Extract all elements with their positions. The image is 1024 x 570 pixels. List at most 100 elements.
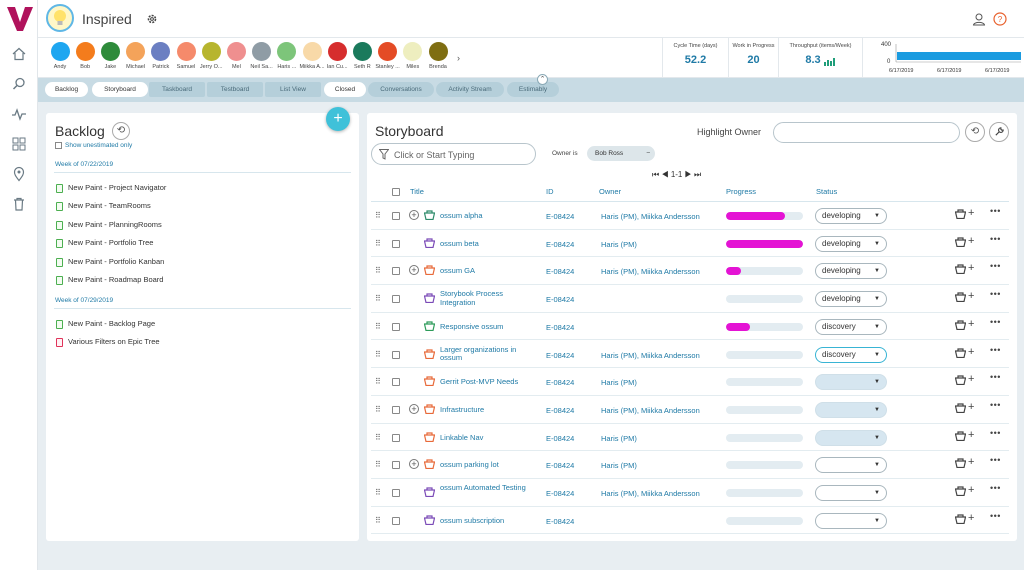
person-avatar[interactable]: Brenda [427,42,449,70]
people-next-arrow[interactable]: › [457,53,460,63]
table-row[interactable]: ⠿ Storybook Process Integration E-08424 dev… [371,285,1009,313]
status-select[interactable]: ▼ [815,401,887,418]
collapse-header-toggle[interactable]: ⌃ [537,74,548,85]
remove-chip-icon[interactable]: – [646,150,650,156]
app-bulb-avatar[interactable] [46,4,74,32]
row-title[interactable]: Responsive ossum [440,321,504,331]
person-avatar[interactable]: Jake [99,42,121,70]
person-avatar[interactable]: Haris ... [276,42,298,70]
basket-action-icon[interactable] [954,347,967,360]
person-avatar[interactable]: Michael [125,42,147,70]
column-progress[interactable]: Progress [726,187,757,196]
drag-handle-icon[interactable]: ⠿ [375,432,381,442]
grid-icon[interactable] [11,136,27,152]
table-row[interactable]: ⠿ Responsive ossum E-08424 discovery ▼ + ••• [371,313,1009,341]
row-title[interactable]: ossum subscription [440,515,505,525]
table-row[interactable]: ⠿ Linkable Nav E-08424 Haris (PM) ▼ + ••• [371,424,1009,452]
status-select[interactable]: ▼ [815,457,887,474]
drag-handle-icon[interactable]: ⠿ [375,460,381,470]
person-avatar[interactable]: Neil Sa... [250,42,273,70]
row-title[interactable]: Linkable Nav [440,432,484,442]
search-icon[interactable] [11,76,27,92]
owner-filter-chip[interactable]: Bob Ross – [587,146,655,161]
row-id[interactable]: E-08424 [546,433,575,443]
row-checkbox[interactable] [392,489,400,497]
status-select[interactable]: discovery ▼ [815,346,887,363]
person-avatar[interactable]: Seth R [351,42,373,70]
home-icon[interactable] [11,46,27,62]
backlog-item[interactable]: New Paint - Roadmap Board [56,275,163,285]
drag-handle-icon[interactable]: ⠿ [375,488,381,497]
row-title[interactable]: Infrastructure [440,404,485,414]
row-checkbox[interactable] [392,350,400,359]
expand-icon[interactable]: + [409,210,419,220]
person-avatar[interactable]: Miikka A... [299,42,325,70]
more-options-icon[interactable]: ••• [990,206,1001,216]
row-checkbox[interactable] [392,212,400,220]
add-child-icon[interactable]: + [968,234,975,247]
row-id[interactable]: E-08424 [546,405,575,415]
add-child-icon[interactable]: + [968,373,975,386]
person-avatar[interactable]: Miles [402,42,424,70]
highlight-owner-input[interactable] [773,122,960,143]
more-options-icon[interactable]: ••• [990,455,1001,466]
person-avatar[interactable]: Andy [49,42,71,70]
add-child-icon[interactable]: + [968,511,975,524]
throughput-metric[interactable]: Throughput (items/Week) 8.3 [778,38,862,78]
more-options-icon[interactable]: ••• [990,483,1001,493]
person-avatar[interactable]: Patrick [150,42,172,70]
row-checkbox[interactable] [392,516,400,525]
row-id[interactable]: E-08424 [546,516,575,526]
person-avatar[interactable]: Jerry O... [200,42,223,70]
tab-estimably[interactable]: Estimably [507,82,559,97]
row-title[interactable]: ossum Automated Testing [440,483,526,492]
row-title[interactable]: ossum GA [440,266,476,276]
drag-handle-icon[interactable]: ⠿ [375,211,381,220]
add-child-icon[interactable]: + [968,207,975,219]
add-child-icon[interactable]: + [968,317,975,330]
activity-icon[interactable] [11,106,27,122]
row-id[interactable]: E-08424 [546,295,575,305]
add-child-icon[interactable]: + [968,290,975,303]
help-icon[interactable]: ? [993,12,1007,26]
column-title[interactable]: Title [410,187,424,196]
row-id[interactable]: E-08424 [546,239,575,249]
add-child-icon[interactable]: + [968,456,975,469]
person-avatar[interactable]: Bob [74,42,96,70]
table-row[interactable]: ⠿ + ossum parking lot E-08424 Haris (PM) ▼ + ••… [371,451,1009,479]
person-avatar[interactable]: Mel [225,42,247,70]
expand-icon[interactable]: + [409,459,419,470]
table-row[interactable]: ⠿ ossum beta E-08424 Haris (PM) developing ▼ +… [371,230,1009,258]
person-avatar[interactable]: Stanley ... [375,42,400,70]
row-id[interactable]: E-08424 [546,461,575,471]
row-checkbox[interactable] [392,433,400,442]
drag-handle-icon[interactable]: ⠿ [375,377,381,387]
row-id[interactable]: E-08424 [546,322,575,332]
column-status[interactable]: Status [816,187,838,196]
wip-metric[interactable]: Work in Progress 20 [728,38,778,78]
add-item-button[interactable]: + [326,107,350,131]
show-unestimated-toggle[interactable]: Show unestimated only [55,142,132,149]
select-all-checkbox[interactable] [392,188,400,196]
user-icon[interactable] [972,12,986,26]
row-checkbox[interactable] [392,239,400,248]
basket-action-icon[interactable] [954,375,967,387]
status-select[interactable]: developing ▼ [815,291,887,308]
unestimated-checkbox[interactable] [55,142,62,149]
add-child-icon[interactable]: + [968,345,975,358]
basket-action-icon[interactable] [954,209,967,221]
table-row[interactable]: ⠿ ossum subscription E-08424 ▼ + ••• [371,507,1009,535]
expand-icon[interactable]: + [409,265,419,276]
expand-icon[interactable]: + [409,403,419,414]
drag-handle-icon[interactable]: ⠿ [375,321,381,331]
table-row[interactable]: ⠿ Larger organizations in ossum E-08424 Har… [371,341,1009,369]
person-avatar[interactable]: Samuel [175,42,197,70]
first-page-button[interactable]: ⏮ [652,170,660,179]
tab-testboard[interactable]: Testboard [207,82,263,97]
row-title[interactable]: ossum alpha [440,211,483,220]
drag-handle-icon[interactable]: ⠿ [375,294,381,304]
trash-icon[interactable] [11,196,27,212]
backlog-item[interactable]: New Paint - Portfolio Tree [56,238,153,248]
backlog-item[interactable]: New Paint - TeamRooms [56,201,151,211]
next-page-button[interactable]: ▶ [684,170,692,179]
